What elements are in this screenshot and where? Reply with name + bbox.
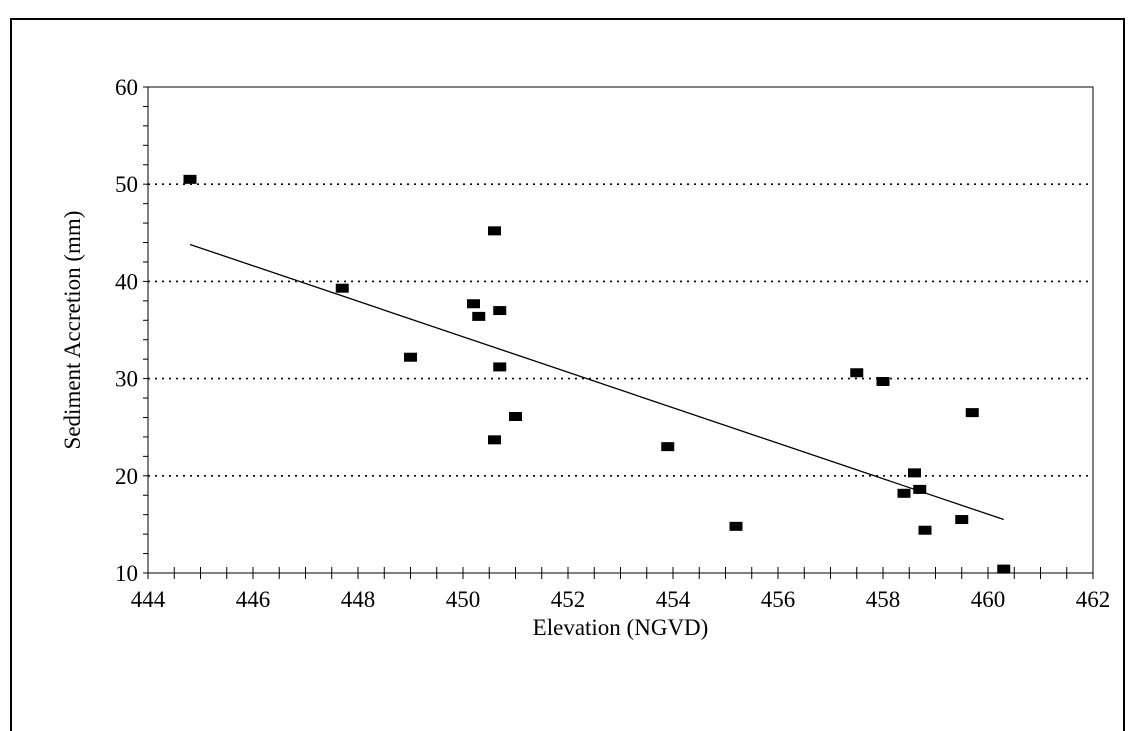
- y-tick-label: 20: [115, 464, 138, 489]
- y-tick-label: 50: [115, 172, 138, 197]
- grid-lines: [148, 183, 1093, 477]
- data-point: [850, 368, 864, 378]
- y-axis-title: Sediment Accretion (mm): [60, 211, 85, 450]
- data-point: [729, 521, 743, 531]
- data-point: [493, 306, 507, 316]
- x-tick-label: 452: [551, 587, 586, 612]
- y-tick-label: 30: [115, 367, 138, 392]
- x-tick-label: 456: [761, 587, 796, 612]
- data-point: [404, 352, 417, 362]
- data-point: [908, 468, 921, 478]
- data-point: [965, 408, 979, 418]
- data-point: [488, 435, 501, 445]
- y-tick-label: 60: [115, 75, 138, 100]
- data-point: [335, 283, 349, 293]
- data-point: [913, 484, 927, 494]
- data-point: [955, 515, 969, 525]
- data-point: [183, 174, 197, 184]
- y-tick-label: 40: [115, 269, 138, 294]
- x-tick-label: 454: [656, 587, 691, 612]
- data-points: [183, 174, 1011, 574]
- y-axis: 10 20 30 40 50 60: [115, 75, 148, 586]
- x-tick-label: 460: [971, 587, 1006, 612]
- x-axis: 444 446 448 450 452 454 456 458 460 462: [131, 567, 1111, 612]
- data-point: [472, 311, 486, 321]
- data-point: [918, 525, 932, 535]
- x-tick-label: 462: [1076, 587, 1111, 612]
- y-tick-label: 10: [115, 561, 138, 586]
- chart-frame: [10, 18, 1125, 731]
- data-point: [488, 226, 501, 236]
- x-tick-label: 446: [236, 587, 271, 612]
- data-point: [493, 362, 507, 372]
- data-point: [509, 412, 522, 422]
- data-point: [876, 377, 890, 387]
- x-axis-title: Elevation (NGVD): [533, 615, 709, 640]
- data-point: [467, 299, 480, 309]
- x-tick-label: 458: [866, 587, 901, 612]
- trend-line: [189, 243, 1004, 521]
- data-point: [661, 442, 675, 452]
- x-tick-label: 450: [446, 587, 481, 612]
- data-point: [997, 564, 1011, 574]
- plot-area: [147, 86, 1094, 574]
- x-tick-label: 444: [131, 587, 166, 612]
- data-point: [897, 488, 911, 498]
- x-tick-label: 448: [341, 587, 376, 612]
